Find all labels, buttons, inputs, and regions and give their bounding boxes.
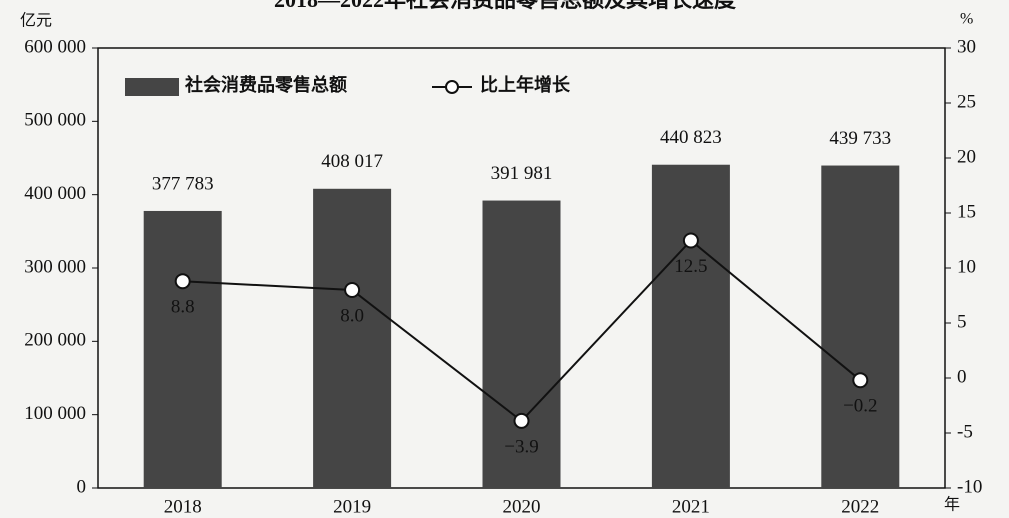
bar <box>143 210 222 488</box>
line-value-label: −0.2 <box>843 396 877 417</box>
x-tick-label: 2022 <box>841 496 879 517</box>
y-tick-label: 600 000 <box>24 36 86 57</box>
y2-tick-label: 15 <box>957 201 976 222</box>
line-point <box>174 273 191 290</box>
bar-value-label: 391 981 <box>491 163 553 184</box>
line-value-label: 12.5 <box>674 256 707 277</box>
y-tick-label: 400 000 <box>24 183 86 204</box>
y-axis-unit: 亿元 <box>20 12 52 30</box>
bar-value-label: 408 017 <box>321 151 383 172</box>
legend-marker <box>445 80 459 94</box>
bar <box>651 164 730 488</box>
line-value-label: 8.0 <box>340 305 364 326</box>
line-value-label: −3.9 <box>504 436 538 457</box>
y2-axis-unit: % <box>960 11 973 28</box>
y2-tick-label: -10 <box>957 476 982 497</box>
y2-tick-label: 0 <box>957 366 967 387</box>
legend-label: 社会消费品零售总额 <box>185 74 347 95</box>
x-axis-unit: 年 <box>944 496 960 514</box>
y-tick-label: 300 000 <box>24 256 86 277</box>
line-point <box>344 282 361 298</box>
bar <box>482 200 561 488</box>
y-tick-label: 200 000 <box>24 330 86 351</box>
y2-tick-label: 30 <box>957 36 976 57</box>
line-point <box>682 232 699 249</box>
chart-title: 2018—2022年社会消费品零售总额及其增长速度 <box>274 0 737 12</box>
bar <box>821 165 900 489</box>
y-tick-label: 500 000 <box>24 110 86 131</box>
bar-value-label: 439 733 <box>829 128 891 149</box>
y2-tick-label: 5 <box>957 311 967 332</box>
y2-tick-label: 10 <box>957 256 976 277</box>
bar-value-label: 440 823 <box>660 127 722 148</box>
bar <box>313 188 392 488</box>
y2-tick-label: -5 <box>957 421 973 442</box>
x-tick-label: 2021 <box>672 496 710 517</box>
x-tick-label: 2020 <box>503 496 541 517</box>
x-tick-label: 2018 <box>164 496 202 517</box>
line-point <box>852 372 869 389</box>
y-tick-label: 100 000 <box>24 403 86 424</box>
y2-tick-label: 25 <box>957 91 976 112</box>
legend-swatch <box>125 78 179 96</box>
line-value-label: 8.8 <box>171 297 195 318</box>
legend-label: 比上年增长 <box>480 74 571 95</box>
x-tick-label: 2019 <box>333 496 371 517</box>
y-tick-label: 0 <box>77 476 87 497</box>
bar-value-label: 377 783 <box>152 173 214 194</box>
y2-tick-label: 20 <box>957 146 976 167</box>
line-point <box>513 412 530 429</box>
